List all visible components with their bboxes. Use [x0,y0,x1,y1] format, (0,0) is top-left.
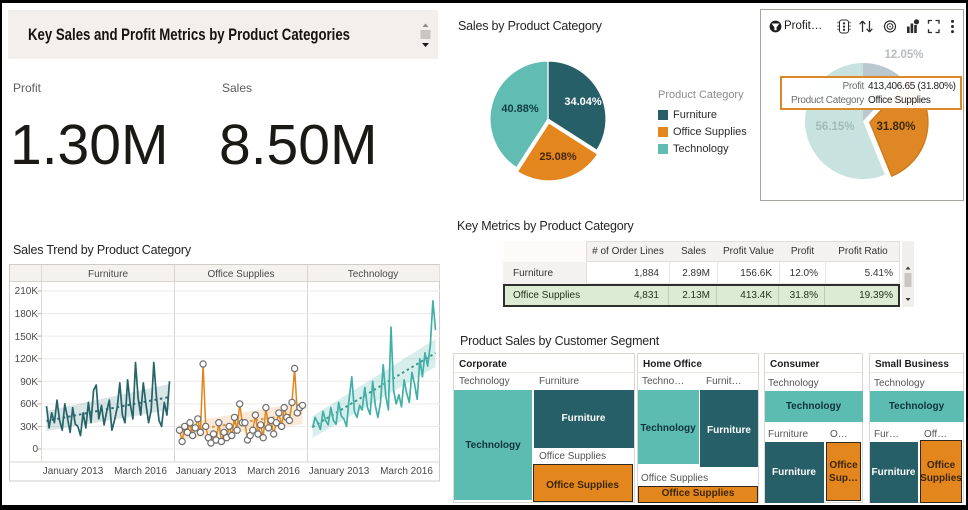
svg-text:210K: 210K [15,286,39,297]
svg-text:March 2016: March 2016 [380,466,433,477]
svg-text:12.05%: 12.05% [884,49,923,61]
svg-text:March 2016: March 2016 [247,466,300,477]
svg-text:180K: 180K [15,309,39,320]
svg-text:January 2013: January 2013 [309,466,370,477]
svg-text:0: 0 [32,444,38,455]
svg-text:40.88%: 40.88% [501,103,539,115]
svg-text:34.04%: 34.04% [564,96,602,108]
svg-text:60K: 60K [20,399,38,410]
svg-text:120K: 120K [15,354,39,365]
svg-text:90K: 90K [20,377,38,388]
svg-text:31.80%: 31.80% [876,121,915,133]
svg-text:January 2013: January 2013 [43,466,104,477]
svg-text:30K: 30K [20,422,38,433]
svg-text:150K: 150K [15,332,39,343]
svg-text:January 2013: January 2013 [176,466,237,477]
svg-text:March 2016: March 2016 [114,466,167,477]
svg-text:Technology: Technology [348,269,399,280]
svg-text:Furniture: Furniture [88,269,128,280]
svg-text:Office Supplies: Office Supplies [207,269,274,280]
svg-text:25.08%: 25.08% [539,151,577,163]
svg-text:56.15%: 56.15% [815,121,854,133]
